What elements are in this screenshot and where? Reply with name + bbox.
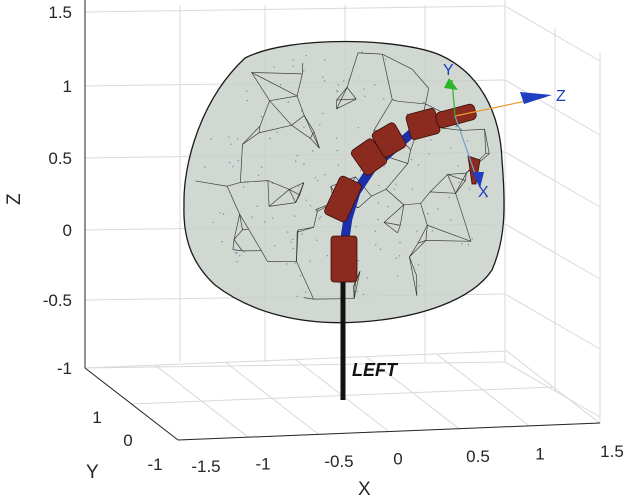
frame-z-label: Z bbox=[556, 88, 566, 105]
frame-x-label: X bbox=[478, 184, 489, 201]
y-tick-labels: 1 0 -1 bbox=[92, 408, 162, 474]
y-tick-label: 1 bbox=[92, 408, 101, 427]
x-tick-label: -1.5 bbox=[191, 457, 220, 476]
x-tick-labels: -1.5 -1 -0.5 0 0.5 1 1.5 bbox=[191, 442, 623, 476]
y-tick-label: -1 bbox=[147, 455, 162, 474]
y-tick-label: 0 bbox=[123, 431, 132, 450]
frame-y-label: Y bbox=[443, 62, 454, 79]
x-tick-label: -1 bbox=[255, 455, 270, 474]
x-tick-label: 0 bbox=[393, 450, 402, 469]
z-tick-label: 0 bbox=[63, 221, 72, 240]
x-tick-label: 1.5 bbox=[600, 442, 624, 461]
z-tick-label: 0.5 bbox=[48, 149, 72, 168]
z-tick-label: -0.5 bbox=[43, 291, 72, 310]
z-tick-label: -1 bbox=[57, 359, 72, 378]
z-tick-labels: 1.5 1 0.5 0 -0.5 -1 bbox=[43, 3, 72, 378]
x-tick-label: 1 bbox=[535, 445, 544, 464]
z-axis-label: Z bbox=[4, 193, 25, 205]
x-tick-label: 0.5 bbox=[466, 447, 490, 466]
frame-z-arrowhead bbox=[520, 92, 552, 104]
x-tick-label: -0.5 bbox=[324, 452, 353, 471]
arm-link-1 bbox=[331, 236, 357, 282]
z-tick-label: 1.5 bbox=[48, 3, 72, 22]
x-axis-label: X bbox=[358, 479, 371, 499]
y-axis-label: Y bbox=[86, 462, 99, 483]
robot-base-label: LEFT bbox=[352, 360, 399, 380]
z-tick-label: 1 bbox=[63, 77, 72, 96]
